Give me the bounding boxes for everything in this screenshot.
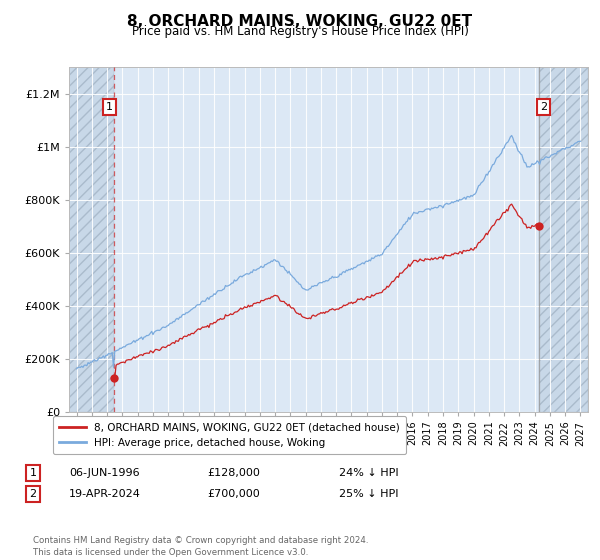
- Text: £128,000: £128,000: [207, 468, 260, 478]
- Text: £700,000: £700,000: [207, 489, 260, 499]
- Text: 2: 2: [540, 102, 547, 112]
- Text: 24% ↓ HPI: 24% ↓ HPI: [339, 468, 398, 478]
- Text: 06-JUN-1996: 06-JUN-1996: [69, 468, 140, 478]
- Text: 1: 1: [106, 102, 113, 112]
- Legend: 8, ORCHARD MAINS, WOKING, GU22 0ET (detached house), HPI: Average price, detache: 8, ORCHARD MAINS, WOKING, GU22 0ET (deta…: [53, 416, 406, 455]
- Text: 1: 1: [29, 468, 37, 478]
- Text: Price paid vs. HM Land Registry's House Price Index (HPI): Price paid vs. HM Land Registry's House …: [131, 25, 469, 38]
- Text: Contains HM Land Registry data © Crown copyright and database right 2024.
This d: Contains HM Land Registry data © Crown c…: [33, 536, 368, 557]
- Text: 2: 2: [29, 489, 37, 499]
- Text: 25% ↓ HPI: 25% ↓ HPI: [339, 489, 398, 499]
- Text: 8, ORCHARD MAINS, WOKING, GU22 0ET: 8, ORCHARD MAINS, WOKING, GU22 0ET: [127, 14, 473, 29]
- Text: 19-APR-2024: 19-APR-2024: [69, 489, 141, 499]
